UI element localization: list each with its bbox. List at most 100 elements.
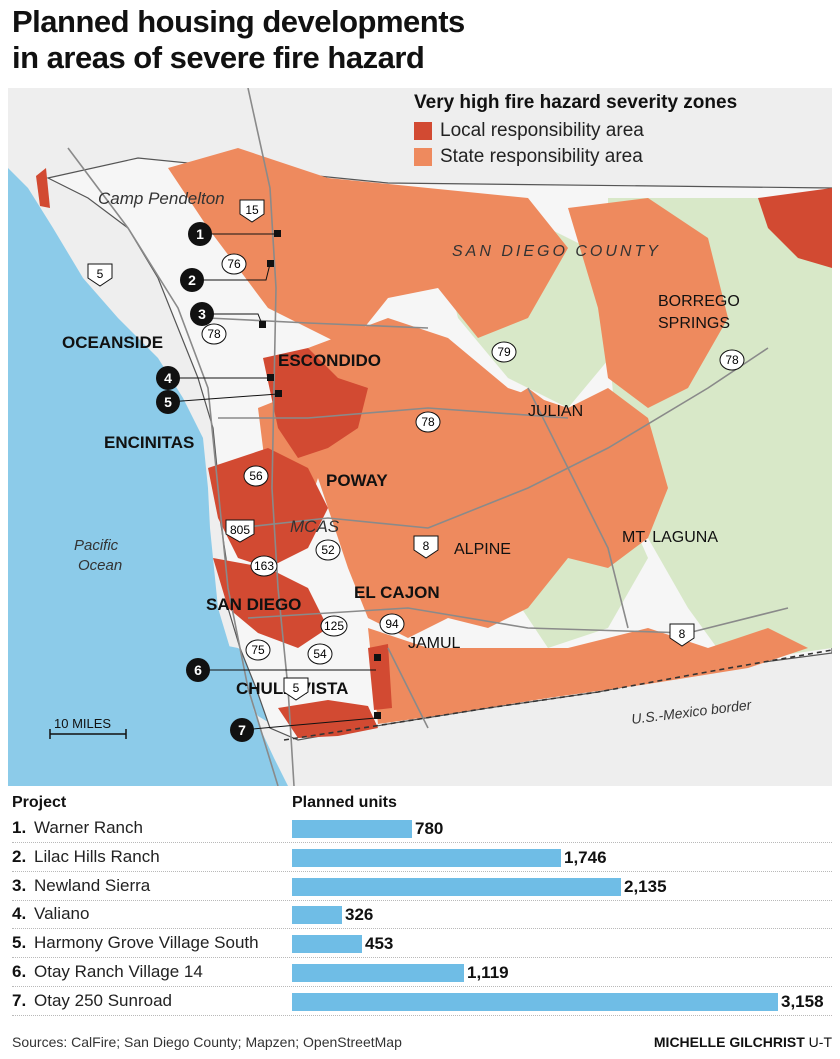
units-value: 780 <box>415 819 444 838</box>
map-legend: Very high fire hazard severity zones Loc… <box>414 92 834 168</box>
row-project-name: Valiano <box>34 904 90 924</box>
row-number: 4. <box>12 904 27 924</box>
svg-text:15: 15 <box>245 203 259 217</box>
legend-item-state: State responsibility area <box>414 146 834 168</box>
legend-label-local: Local responsibility area <box>440 120 644 141</box>
label-poway: POWAY <box>326 471 388 490</box>
svg-text:54: 54 <box>313 647 327 661</box>
sources-text: Sources: CalFire; San Diego County; Mapz… <box>12 1034 402 1050</box>
svg-text:4: 4 <box>164 370 172 386</box>
route-shield: 15 <box>239 199 265 223</box>
route-shield: 75 <box>245 639 271 661</box>
svg-text:78: 78 <box>725 353 739 367</box>
svg-text:805: 805 <box>230 523 250 537</box>
label-jamul: JAMUL <box>408 635 461 652</box>
svg-text:5: 5 <box>293 681 300 695</box>
route-shield: 78 <box>415 411 441 433</box>
units-value: 453 <box>365 934 394 954</box>
label-pacific: Pacific <box>74 537 119 554</box>
svg-text:78: 78 <box>207 327 221 341</box>
road-network <box>67 88 789 786</box>
route-shield: 78 <box>201 323 227 345</box>
row-project-name: Lilac Hills Ranch <box>34 846 160 866</box>
units-value: 3,158 <box>781 991 824 1011</box>
scale-bar <box>49 729 127 739</box>
project-marker-6: 6 <box>186 654 381 682</box>
state-responsibility-zones <box>168 148 808 724</box>
table-row: 2. Lilac Hills Ranch 1,746 <box>12 843 832 872</box>
svg-text:94: 94 <box>385 617 399 631</box>
footer: Sources: CalFire; San Diego County; Mapz… <box>12 1034 832 1050</box>
row-project-name: Otay 250 Sunroad <box>34 990 172 1010</box>
route-shield: 78 <box>719 349 745 371</box>
svg-text:78: 78 <box>421 415 435 429</box>
units-value: 326 <box>345 905 374 925</box>
label-alpine: ALPINE <box>454 541 511 558</box>
ocean <box>8 168 288 786</box>
page-title: Planned housing developments in areas of… <box>12 4 612 76</box>
fire-hazard-map: Camp Pendelton OCEANSIDE ESCONDIDO ENCIN… <box>8 88 832 786</box>
us-mexico-border-line <box>283 649 832 741</box>
column-header-units: Planned units <box>292 794 397 811</box>
label-camp-pendelton: Camp Pendelton <box>98 189 225 208</box>
legend-title: Very high fire hazard severity zones <box>414 92 738 113</box>
route-shield: 79 <box>491 341 517 363</box>
table-row: 4. Valiano 326 <box>12 900 832 930</box>
table-row: 3. Newland Sierra 2,135 <box>12 872 832 901</box>
table-row: 6. Otay Ranch Village 14 1,119 <box>12 958 832 987</box>
row-number: 5. <box>12 933 27 953</box>
route-shield: 52 <box>315 539 341 561</box>
svg-text:163: 163 <box>254 559 274 573</box>
credit-name: MICHELLE GILCHRIST <box>653 1034 805 1050</box>
svg-text:125: 125 <box>324 619 344 633</box>
legend-label-state: State responsibility area <box>440 146 643 167</box>
legend-swatch-state <box>414 148 432 166</box>
units-bar <box>292 848 561 867</box>
svg-text:3: 3 <box>198 306 206 322</box>
svg-text:2: 2 <box>188 272 196 288</box>
row-project-name: Harmony Grove Village South <box>34 933 259 953</box>
row-number: 2. <box>12 846 27 866</box>
svg-text:7: 7 <box>238 722 246 738</box>
units-bar <box>292 992 778 1011</box>
label-borrego-1: BORREGO <box>658 293 740 310</box>
label-oceanside: OCEANSIDE <box>62 333 163 352</box>
units-value: 2,135 <box>624 876 667 896</box>
row-project-name: Warner Ranch <box>34 818 143 837</box>
label-borrego-2: SPRINGS <box>658 315 730 332</box>
title-line-2: in areas of severe fire hazard <box>12 40 425 75</box>
label-ocean: Ocean <box>78 557 122 574</box>
legend-swatch-local <box>414 122 432 140</box>
project-marker-2: 2 <box>180 260 274 292</box>
units-value: 1,119 <box>467 963 509 982</box>
svg-text:76: 76 <box>227 257 241 271</box>
units-bar <box>292 935 362 954</box>
label-el-cajon: EL CAJON <box>354 583 440 602</box>
svg-text:8: 8 <box>679 627 686 641</box>
units-bar <box>292 820 412 838</box>
credit-org: U-T <box>808 1034 832 1050</box>
route-shield: 5 <box>87 263 113 287</box>
project-marker-4: 4 <box>156 366 274 390</box>
units-value: 1,746 <box>564 847 607 867</box>
route-shield: 163 <box>250 555 278 577</box>
label-mt-laguna: MT. LAGUNA <box>622 529 718 546</box>
route-shield: 5 <box>283 677 309 701</box>
units-bar <box>292 906 342 925</box>
row-project-name: Otay Ranch Village 14 <box>34 962 203 981</box>
svg-text:52: 52 <box>321 543 335 557</box>
route-shield: 8 <box>669 623 695 647</box>
route-shield: 54 <box>307 643 333 665</box>
label-encinitas: ENCINITAS <box>104 433 194 452</box>
units-bar <box>292 964 464 982</box>
label-san-diego: SAN DIEGO <box>206 595 301 614</box>
route-shield: 8 <box>413 535 439 559</box>
svg-text:6: 6 <box>194 662 202 678</box>
legend-item-local: Local responsibility area <box>414 120 834 142</box>
project-marker-3: 3 <box>190 302 266 328</box>
row-project-name: Newland Sierra <box>34 875 151 895</box>
title-line-1: Planned housing developments <box>12 4 465 39</box>
svg-text:75: 75 <box>251 643 265 657</box>
svg-text:5: 5 <box>164 394 172 410</box>
svg-text:79: 79 <box>497 345 511 359</box>
